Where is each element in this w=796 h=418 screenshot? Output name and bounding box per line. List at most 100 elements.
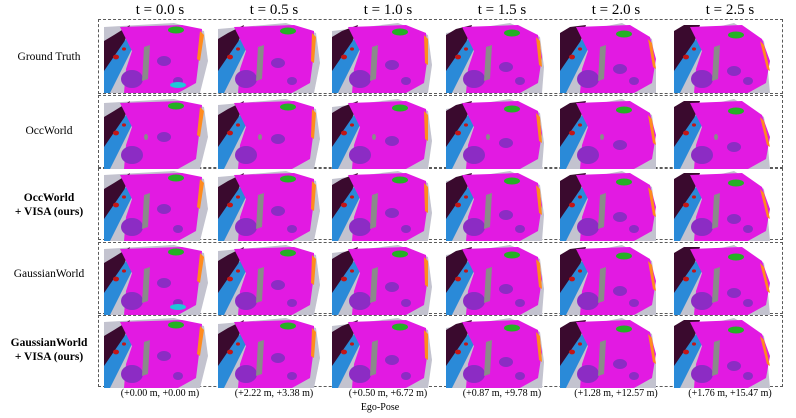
occupancy-map: [446, 318, 544, 388]
sidewalk-patch: [385, 136, 399, 146]
pedestrian-column: [370, 267, 378, 303]
occupancy-frame-occworld-visa-t0: [104, 169, 216, 241]
pedestrian-column: [258, 134, 262, 140]
pedestrian-column: [486, 134, 490, 140]
pedestrian-column: [144, 134, 148, 140]
sidewalk-patch: [121, 70, 143, 88]
occupancy-frame-ground-truth-t0: [104, 21, 216, 93]
vegetation-patch: [392, 28, 408, 36]
occupancy-map: [560, 99, 656, 169]
sidewalk-patch: [157, 56, 171, 66]
vehicle-edge: [424, 35, 428, 65]
sidewalk-patch: [235, 218, 257, 236]
sidewalk-patch: [613, 140, 627, 150]
water-region: [170, 82, 186, 88]
vehicle-edge: [760, 41, 770, 71]
vehicle-edge: [197, 253, 204, 283]
sidewalk-patch: [463, 292, 485, 310]
sidewalk-patch: [613, 286, 627, 296]
sidewalk-patch: [287, 225, 297, 233]
barrier-dot: [341, 130, 347, 136]
occupancy-frame-occworld-visa-t5: [674, 169, 786, 241]
barrier-dot: [113, 202, 119, 208]
vehicle-edge: [648, 334, 656, 364]
sidewalk-patch: [121, 218, 143, 236]
barrier-dot: [569, 130, 575, 136]
sidewalk-patch: [629, 225, 639, 233]
method-label-occworld: OccWorld: [0, 124, 98, 138]
vegetation-patch: [392, 323, 408, 331]
barrier-dot: [692, 269, 696, 273]
sidewalk-blue-region: [674, 39, 704, 93]
occupancy-map: [332, 245, 432, 315]
occupancy-frame-gaussianworld-visa-t2: [332, 316, 444, 388]
occupancy-map: [104, 99, 208, 169]
sidewalk-blue-region: [560, 261, 590, 315]
barrier-dot: [464, 269, 468, 273]
occupancy-map: [218, 99, 320, 169]
ego-pose-5: (+1.76 m, +15.47 m): [688, 388, 772, 399]
barrier-dot: [122, 195, 126, 199]
barrier-dot: [464, 123, 468, 127]
time-header-4: t = 2.0 s: [591, 2, 641, 18]
ego-pose-2: (+0.50 m, +6.72 m): [348, 388, 428, 399]
ego-pose-0: (+0.00 m, +0.00 m): [120, 388, 200, 399]
pedestrian-column: [142, 340, 150, 376]
pedestrian-column: [598, 193, 606, 229]
sidewalk-blue-region: [218, 115, 248, 169]
sidewalk-blue-region: [332, 115, 362, 169]
sidewalk-patch: [691, 70, 713, 88]
sidewalk-blue-region: [218, 334, 248, 388]
row-box-gaussianworld-visa: [98, 315, 783, 387]
occupancy-frame-ground-truth-t1: [218, 21, 330, 93]
barrier-dot: [455, 202, 461, 208]
sidewalk-patch: [629, 299, 639, 307]
vegetation-patch: [280, 322, 296, 330]
row-box-occworld: [98, 95, 783, 168]
pedestrian-column: [256, 45, 264, 81]
sidewalk-blue-region: [104, 261, 134, 315]
sidewalk-patch: [121, 146, 143, 164]
occupancy-map: [674, 318, 770, 388]
water-region: [170, 304, 186, 310]
sidewalk-patch: [349, 146, 371, 164]
barrier-dot: [578, 123, 582, 127]
occupancy-map: [674, 99, 770, 169]
sidewalk-patch: [727, 288, 741, 298]
sidewalk-blue-region: [674, 187, 704, 241]
vehicle-edge: [424, 111, 428, 141]
occupancy-map: [446, 23, 544, 93]
sidewalk-patch: [515, 299, 525, 307]
vehicle-edge: [536, 113, 542, 143]
pedestrian-column: [712, 340, 720, 376]
pedestrian-column: [370, 340, 378, 376]
sidewalk-patch: [577, 218, 599, 236]
occupancy-frame-gaussianworld-t3: [446, 243, 558, 315]
sidewalk-patch: [499, 284, 513, 294]
time-header-1: t = 0.5 s: [249, 2, 299, 18]
vegetation-patch: [280, 175, 296, 183]
sidewalk-patch: [385, 282, 399, 292]
barrier-dot: [341, 54, 347, 60]
barrier-dot: [569, 202, 575, 208]
vegetation-patch: [504, 29, 520, 37]
sidewalk-patch: [235, 146, 257, 164]
barrier-dot: [113, 130, 119, 136]
vegetation-patch: [168, 248, 184, 256]
vehicle-edge: [760, 117, 770, 147]
occupancy-map: [104, 318, 208, 388]
vegetation-patch: [616, 252, 632, 260]
sidewalk-patch: [349, 218, 371, 236]
time-header-5: t = 2.5 s: [705, 2, 755, 18]
time-header-3: t = 1.5 s: [477, 2, 527, 18]
vehicle-edge: [760, 263, 770, 293]
barrier-dot: [569, 276, 575, 282]
method-label-occworld-visa: OccWorld + VISA (ours): [0, 191, 98, 219]
occupancy-frame-occworld-t1: [218, 97, 330, 169]
barrier-dot: [236, 342, 240, 346]
method-label-gaussianworld-visa: GaussianWorld + VISA (ours): [0, 336, 98, 364]
occupancy-map: [674, 23, 770, 93]
method-label-line: GaussianWorld: [10, 337, 88, 349]
vegetation-patch: [504, 105, 520, 113]
occupancy-frame-occworld-t3: [446, 97, 558, 169]
